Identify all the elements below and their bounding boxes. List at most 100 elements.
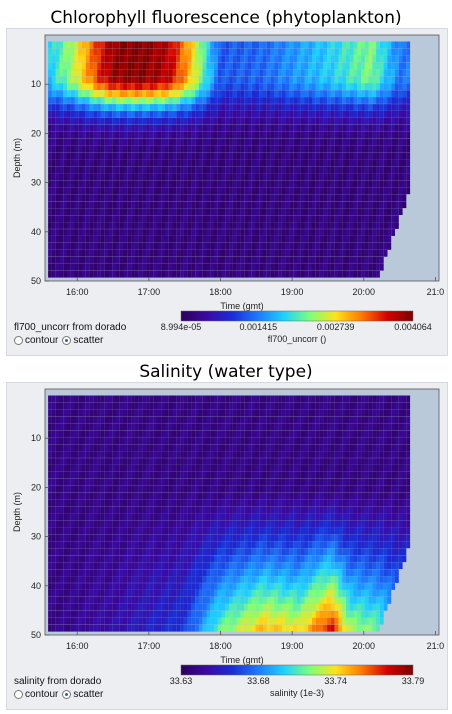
data-cell [183,465,188,472]
data-cell [308,180,313,188]
data-cell [232,90,237,97]
data-cell [82,229,86,236]
data-cell [119,48,124,56]
data-cell [93,506,98,514]
scatter-radio[interactable] [62,336,72,345]
data-cell [123,534,128,542]
data-cell [357,131,362,139]
data-cell [304,236,309,243]
data-cell [214,243,218,250]
data-cell [285,97,290,104]
data-cell [391,229,395,236]
contour-option[interactable]: contour [14,335,58,346]
data-cell [63,478,67,486]
data-cell [97,492,101,500]
data-cell [266,201,271,209]
data-cell [157,83,162,90]
data-cell [232,562,237,569]
data-cell [229,117,233,125]
data-cell [108,610,113,618]
data-cell [134,111,139,118]
data-cell [278,263,282,271]
contour-radio[interactable] [14,336,23,345]
data-cell [93,583,98,590]
data-cell [131,499,135,507]
data-cell [180,527,184,535]
data-cell [274,215,279,222]
data-cell [395,62,399,70]
data-cell [142,90,147,97]
data-cell [176,492,181,500]
data-cell [387,131,392,139]
data-cell [312,270,316,278]
data-cell [376,69,380,77]
data-cell [142,62,147,70]
data-cell [55,513,60,521]
data-cell [149,555,154,563]
data-cell [146,492,150,500]
data-cell [195,69,199,77]
data-cell [180,492,184,500]
data-cell [131,187,135,195]
data-cell [232,263,237,271]
scatter-option[interactable]: scatter [62,335,103,346]
data-cell [142,569,147,576]
data-cell [342,166,346,174]
data-cell [379,138,384,146]
data-cell [225,444,230,451]
data-cell [206,548,211,556]
data-cell [383,201,388,209]
data-cell [285,138,290,146]
data-cell [85,471,90,479]
data-cell [74,180,79,188]
data-cell [191,201,196,209]
data-cell [146,131,150,139]
data-cell [146,569,150,576]
data-cell [172,590,177,597]
data-cell [244,55,248,63]
data-cell [51,395,56,403]
data-cell [353,180,358,188]
data-cell [85,159,90,167]
data-cell [398,138,403,146]
data-cell [387,159,392,167]
data-cell [297,208,301,215]
data-cell [168,124,173,132]
data-cell [157,437,162,444]
data-cell [270,187,275,195]
data-cell [361,229,365,236]
data-cell [70,124,75,132]
data-cell [195,492,199,500]
data-cell [63,520,67,528]
data-cell [138,180,143,188]
data-cell [297,229,301,236]
data-cell [236,145,241,153]
data-cell [55,222,60,229]
data-cell [97,97,101,104]
data-cell [187,215,192,222]
data-cell [259,166,264,174]
data-cell [146,201,150,209]
data-cell [161,576,165,583]
data-cell [383,104,388,111]
data-cell [293,159,297,167]
data-cell [270,152,275,160]
data-columns [48,395,411,632]
data-cell [82,416,86,424]
data-cell [387,41,392,49]
data-cell [123,131,128,139]
data-cell [100,492,105,500]
data-cell [176,111,181,118]
data-cell [138,458,143,465]
data-cell [270,97,275,104]
data-cell [89,69,94,77]
data-cell [255,138,260,146]
data-cell [153,541,158,549]
data-cell [134,617,139,625]
data-cell [78,583,83,590]
data-cell [112,201,116,209]
data-cell [232,485,237,493]
data-cell [59,194,64,202]
